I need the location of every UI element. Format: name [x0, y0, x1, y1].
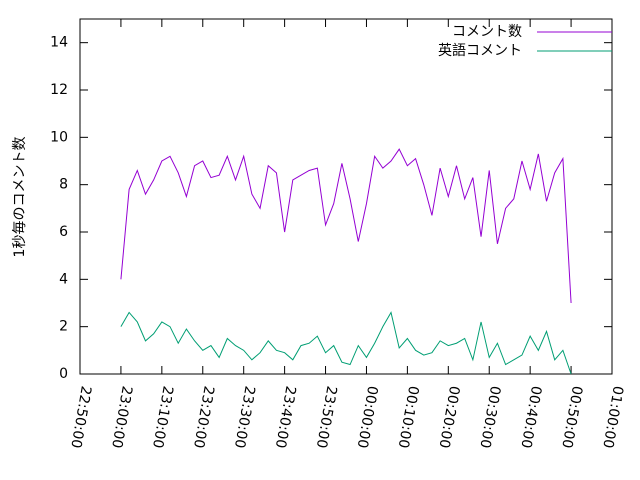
y-axis-label: 1秒毎のコメント数: [12, 137, 28, 258]
x-tick-label: 00:40:00: [517, 385, 544, 450]
x-tick-label: 00:30:00: [476, 385, 503, 450]
y-tick-label: 6: [59, 224, 68, 240]
y-tick-label: 10: [50, 129, 68, 145]
x-tick-label: 00:00:00: [354, 385, 381, 450]
x-tick-label: 23:20:00: [190, 385, 217, 450]
plot-frame: [79, 18, 613, 375]
x-tick-label: 23:30:00: [231, 385, 258, 450]
y-tick-label: 14: [50, 35, 68, 51]
data-line: [120, 311, 572, 375]
x-tick-label: 23:00:00: [108, 385, 135, 450]
y-tick-label: 12: [50, 82, 68, 98]
y-tick-label: 0: [59, 366, 68, 382]
y-tick-label: 8: [59, 177, 68, 193]
x-tick-label: 00:50:00: [558, 385, 585, 450]
y-tick-label: 2: [59, 319, 68, 335]
legend-label: 英語コメント: [438, 42, 522, 59]
x-tick-label: 22:50:00: [67, 385, 94, 450]
x-tick-label: 23:40:00: [272, 385, 299, 450]
x-tick-label: 01:00:00: [599, 385, 626, 450]
data-line: [120, 148, 572, 304]
x-tick-label: 23:10:00: [149, 385, 176, 450]
x-tick-label: 00:20:00: [436, 385, 463, 450]
y-tick-label: 4: [59, 271, 68, 287]
legend-label: コメント数: [452, 24, 522, 40]
x-tick-label: 23:50:00: [313, 385, 340, 450]
x-tick-label: 00:10:00: [395, 385, 422, 450]
